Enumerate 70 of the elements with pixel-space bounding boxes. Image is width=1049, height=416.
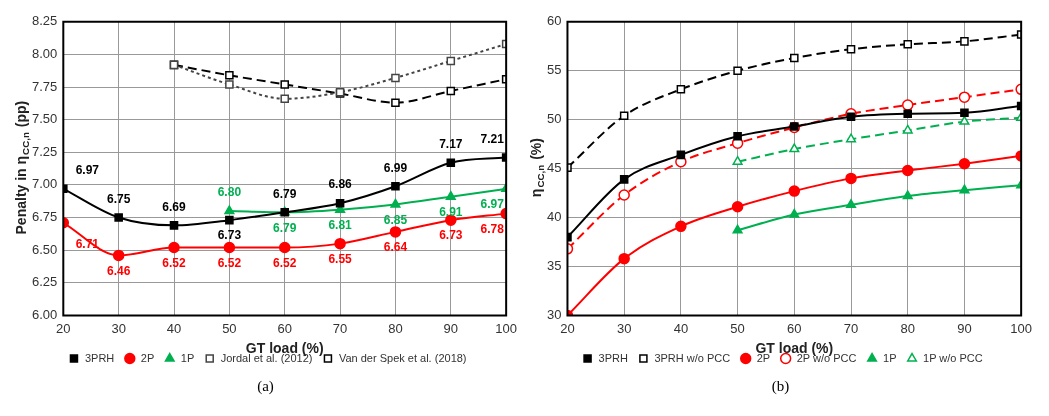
y-tick-label: 7.00 (31, 176, 58, 192)
x-tick-label: 80 (388, 320, 403, 336)
data-label: 6.55 (328, 251, 353, 266)
data-label: 6.52 (273, 255, 297, 270)
y-tick-label: 55 (546, 62, 562, 78)
data-label: 6.80 (217, 185, 242, 200)
data-label: 6.78 (480, 221, 505, 236)
y-tick-label: 8.25 (31, 13, 58, 29)
y-axis-title: ηCC,n (%) (527, 138, 546, 198)
x-tick-label: 30 (111, 320, 126, 336)
text: (b) (770, 378, 791, 395)
data-label: 7.17 (439, 137, 463, 152)
data-label: 6.91 (439, 204, 463, 219)
data-label: 6.79 (273, 186, 297, 201)
x-tick-label: 20 (560, 320, 575, 336)
data-label: 6.86 (328, 177, 353, 192)
data-label: 6.52 (162, 255, 187, 270)
data-label: 6.69 (162, 199, 187, 214)
y-tick-label: 45 (546, 160, 562, 176)
x-tick-label: 40 (166, 320, 182, 336)
y-tick-label: 40 (546, 209, 562, 225)
y-tick-label: 50 (546, 111, 562, 127)
x-tick-label: 50 (730, 320, 745, 336)
legend-label: 3PRH (84, 351, 115, 364)
y-tick-label: 6.25 (31, 274, 58, 290)
legend-label: 3PRH (598, 351, 628, 364)
y-tick-label: 7.25 (31, 143, 58, 159)
x-tick-label: 70 (332, 320, 348, 336)
data-label: 6.99 (383, 160, 408, 175)
data-label: 6.79 (273, 220, 297, 235)
data-label: 6.97 (480, 197, 505, 212)
text: (a) (256, 378, 275, 395)
y-tick-label: 60 (546, 13, 562, 29)
legend-label: 1P w/o PCC (923, 351, 983, 364)
legend-label: 1P (883, 351, 897, 364)
x-tick-label: 40 (673, 320, 689, 336)
y-tick-label: 6.75 (31, 209, 58, 225)
data-label: 6.64 (383, 240, 408, 255)
x-tick-label: 60 (787, 320, 802, 336)
x-tick-label: 100 (1010, 320, 1033, 336)
y-tick-label: 8.00 (31, 46, 58, 61)
data-label: 6.73 (439, 228, 463, 243)
legend-label: 2P (140, 351, 155, 364)
legend-label: 1P (180, 351, 195, 364)
x-tick-label: 90 (957, 320, 972, 336)
data-label: 7.21 (480, 131, 505, 146)
y-tick-label: 7.75 (31, 78, 58, 94)
data-label: 6.97 (75, 163, 100, 178)
legend-label: 3PRH w/o PCC (654, 351, 731, 364)
x-tick-label: 80 (900, 320, 915, 336)
x-tick-label: 100 (495, 320, 518, 336)
x-tick-label: 30 (616, 320, 632, 336)
x-tick-label: 90 (443, 320, 459, 336)
legend-label: Van der Spek et al. (2018) (338, 351, 467, 364)
x-tick-label: 50 (222, 320, 237, 336)
data-label: 6.75 (106, 191, 131, 206)
data-label: 6.81 (328, 218, 353, 233)
x-tick-label: 70 (843, 320, 859, 336)
x-tick-label: 60 (277, 320, 292, 336)
y-tick-label: 30 (546, 306, 562, 322)
y-tick-label: 35 (546, 258, 562, 274)
x-tick-label: 20 (56, 320, 71, 336)
data-label: 6.73 (217, 228, 242, 243)
data-label: 6.46 (106, 263, 131, 278)
y-tick-label: 6.00 (31, 306, 58, 322)
y-axis-title: Penalty in ηCC,n (pp) (12, 100, 31, 235)
data-label: 6.52 (217, 255, 242, 270)
y-tick-label: 6.50 (31, 241, 58, 257)
data-label: 6.85 (383, 212, 408, 227)
y-tick-label: 7.50 (31, 111, 58, 127)
